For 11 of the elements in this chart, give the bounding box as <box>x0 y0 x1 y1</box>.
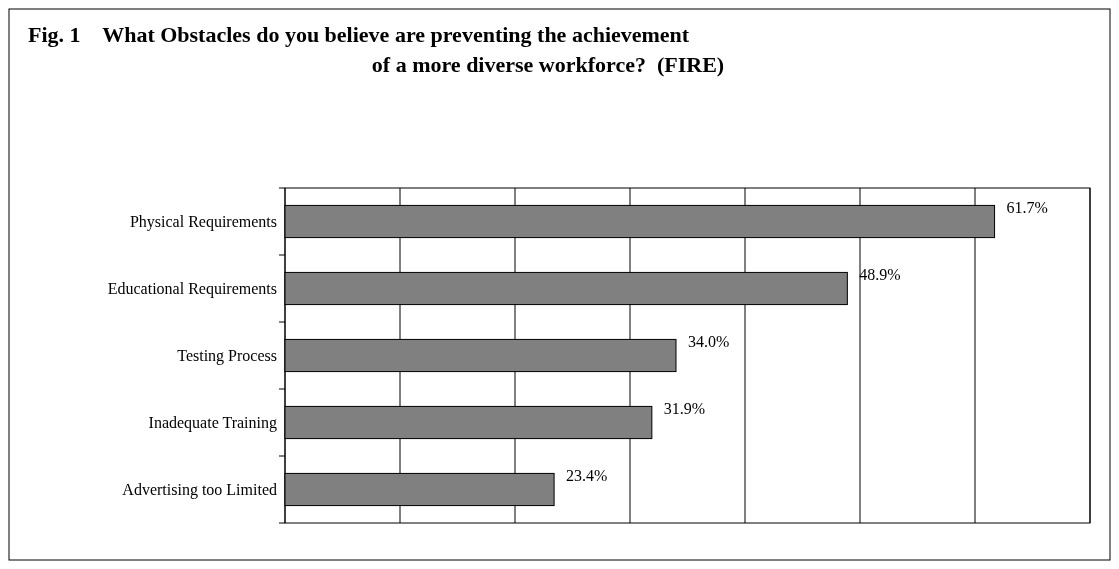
data-label: 34.0% <box>688 333 730 351</box>
y-tick-label: Educational Requirements <box>107 280 277 299</box>
data-label: 31.9% <box>663 400 706 418</box>
chart-title: Fig. 1 What Obstacles do you believe are preventing the achievement of a more diverse workforce? (FIRE) <box>28 22 725 77</box>
y-tick-label: Inadequate Training <box>148 414 277 433</box>
data-label: 23.4% <box>566 467 608 485</box>
y-tick-label: Testing Process <box>177 347 277 366</box>
data-label: 48.9% <box>859 266 901 284</box>
y-tick-label: Physical Requirements <box>129 213 277 232</box>
y-tick-label: Advertising too Limited <box>122 481 277 500</box>
data-label: 61.7% <box>1006 199 1048 217</box>
